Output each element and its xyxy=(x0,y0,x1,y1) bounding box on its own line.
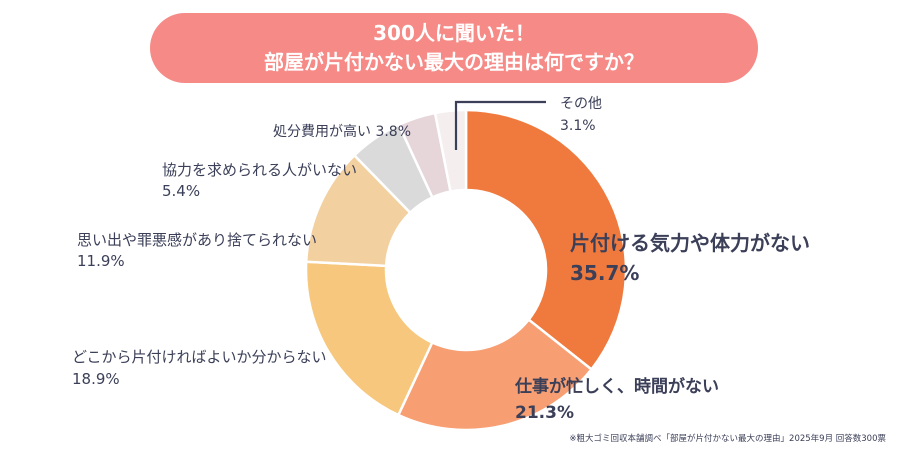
label-shigoto: 仕事が忙しく、時間がない xyxy=(514,376,719,397)
label-wakaranai: どこから片付ければよいか分からない xyxy=(72,348,327,366)
title-banner: 300人に聞いた！ 部屋が片付かない最大の理由は何ですか？ xyxy=(150,13,758,83)
slice-sonota xyxy=(433,108,468,193)
label-kyoryoku: 協力を求められる人がいない xyxy=(162,161,357,179)
title-line-1: 300人に聞いた！ xyxy=(373,21,535,45)
value-kyoryoku: 5.4% xyxy=(162,182,200,200)
label-omoide: 思い出や罪悪感があり捨てられない xyxy=(77,231,317,249)
label-sonota: その他 xyxy=(560,96,602,112)
label-kiryoku: 片付ける気力や体力がない xyxy=(570,231,810,255)
value-sonota: 3.1% xyxy=(560,118,596,134)
value-kiryoku: 35.7% xyxy=(570,261,639,285)
value-omoide: 11.9% xyxy=(77,252,125,270)
footnote: ※粗大ゴミ回収本舗調べ「部屋が片付かない最大の理由」2025年9月 回答数300… xyxy=(569,434,886,444)
slice-kiryoku xyxy=(464,108,628,372)
label-hiyo: 処分費用が高い 3.8% xyxy=(273,123,411,140)
value-shigoto: 21.3% xyxy=(515,403,574,423)
title-line-2: 部屋が片付かない最大の理由は何ですか？ xyxy=(264,50,644,74)
slice-shigoto xyxy=(396,317,594,432)
value-wakaranai: 18.9% xyxy=(72,370,120,388)
leader-line-sonota xyxy=(454,100,546,150)
slice-wakaranai xyxy=(304,260,434,417)
